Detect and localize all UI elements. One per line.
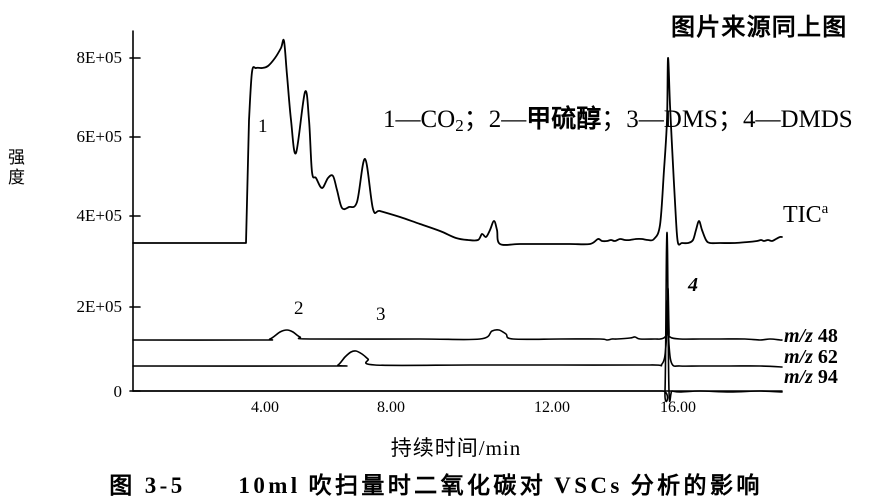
svg-text:4.00: 4.00 — [251, 399, 279, 416]
svg-text:8.00: 8.00 — [377, 399, 405, 416]
svg-text:6E+05: 6E+05 — [77, 127, 122, 146]
svg-text:12.00: 12.00 — [534, 399, 570, 416]
svg-text:4E+05: 4E+05 — [77, 206, 122, 225]
svg-text:1: 1 — [258, 116, 268, 137]
svg-text:8E+05: 8E+05 — [77, 48, 122, 67]
svg-text:2: 2 — [294, 298, 304, 319]
svg-text:4: 4 — [687, 274, 698, 296]
svg-text:0: 0 — [114, 382, 123, 401]
svg-text:3: 3 — [376, 304, 386, 325]
svg-text:2E+05: 2E+05 — [77, 297, 122, 316]
